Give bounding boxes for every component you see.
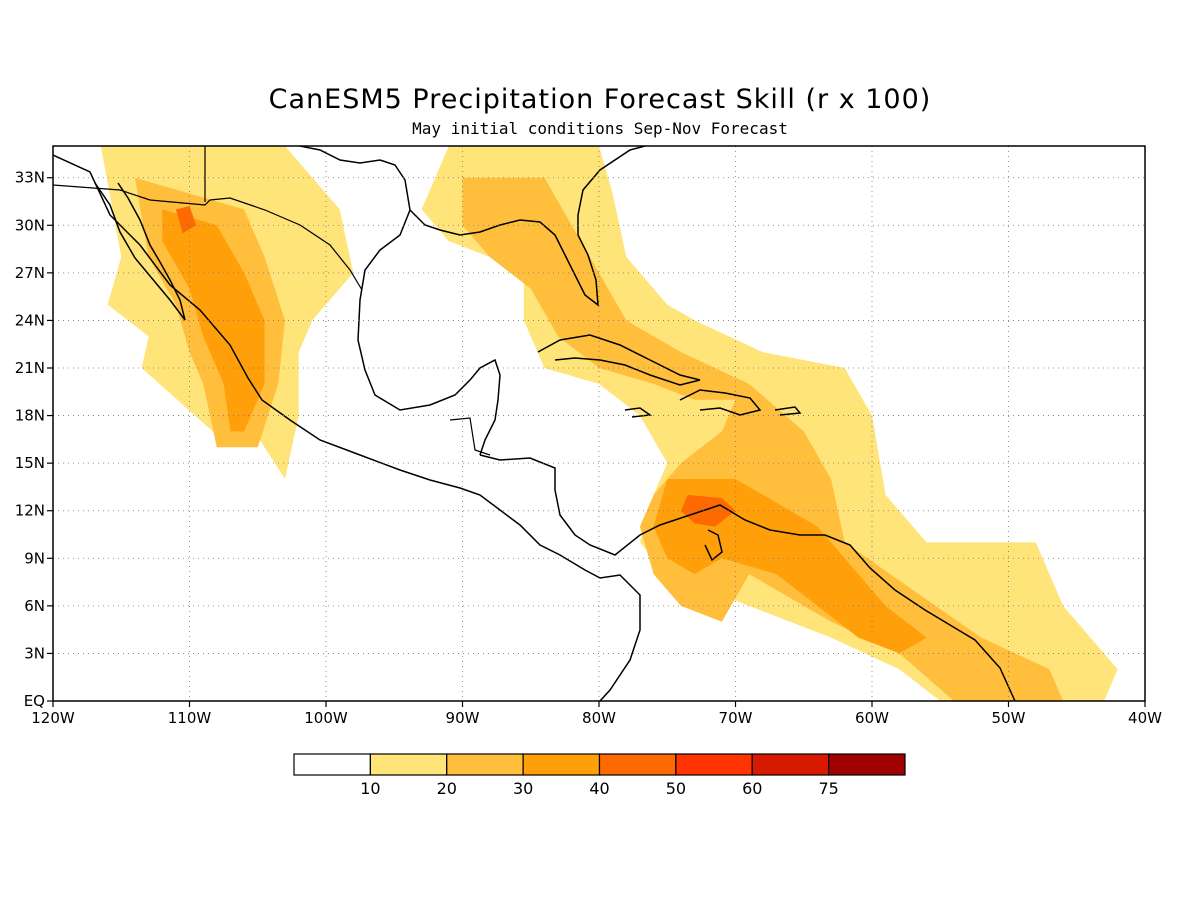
colorbar-label: 10 xyxy=(360,779,380,798)
us-mexico-border xyxy=(53,184,363,291)
lon-tick-label: 100W xyxy=(304,709,348,727)
lon-axis: 120W 110W 100W 90W 80W 70W 60W 50W 40W xyxy=(31,701,1162,727)
lat-tick-label: 18N xyxy=(15,407,45,425)
colorbar: 10 20 30 40 50 60 75 xyxy=(293,753,906,798)
lon-tick-label: 110W xyxy=(168,709,212,727)
lat-tick-label: 9N xyxy=(24,549,45,567)
lon-tick-label: 120W xyxy=(31,709,75,727)
colorbar-label: 60 xyxy=(742,779,762,798)
caribbean-coastline xyxy=(479,454,1016,701)
lon-tick-label: 90W xyxy=(446,709,480,727)
colorbar-label: 75 xyxy=(818,779,838,798)
lat-axis: EQ 3N 6N 9N 12N 15N 18N 21N 24N 27N 30N 33N xyxy=(15,169,53,710)
colorbar-swatch xyxy=(751,753,830,776)
colorbar-swatch xyxy=(675,753,753,776)
colorbar-swatch xyxy=(293,753,371,776)
cuba-coastline xyxy=(537,334,701,386)
central-america-borders xyxy=(449,417,491,456)
lat-tick-label: EQ xyxy=(24,692,45,710)
skill-region-6 xyxy=(653,479,927,654)
lon-tick-label: 70W xyxy=(719,709,753,727)
lat-tick-label: 15N xyxy=(15,454,45,472)
lon-tick-label: 50W xyxy=(992,709,1026,727)
lat-tick-label: 27N xyxy=(15,264,45,282)
gulf-coastline xyxy=(299,146,501,456)
lat-tick-label: 30N xyxy=(15,216,45,234)
skill-shading xyxy=(100,146,1118,701)
lat-tick-label: 33N xyxy=(15,169,45,187)
baja-coastline xyxy=(94,182,186,321)
colorbar-label: 40 xyxy=(589,779,609,798)
northern-gulf-coastline xyxy=(409,146,646,307)
colorbar-label: 30 xyxy=(513,779,533,798)
jamaica-coastline xyxy=(624,407,653,418)
colorbar-label: 50 xyxy=(666,779,686,798)
maracaibo-coastline xyxy=(704,529,723,562)
lat-tick-label: 24N xyxy=(15,311,45,329)
colorbar-swatch xyxy=(522,753,601,776)
political-borders xyxy=(53,146,491,456)
pacific-coastline xyxy=(53,154,641,701)
colorbar-swatch xyxy=(598,753,677,776)
map-title: CanESM5 Precipitation Forecast Skill (r … xyxy=(268,84,932,115)
lat-tick-label: 12N xyxy=(15,502,45,520)
colorbar-swatch xyxy=(369,753,448,776)
colorbar-label: 20 xyxy=(437,779,457,798)
lon-tick-label: 80W xyxy=(582,709,616,727)
colorbar-swatch xyxy=(446,753,524,776)
skill-region-3 xyxy=(175,206,197,234)
lon-tick-label: 40W xyxy=(1128,709,1162,727)
lat-tick-label: 3N xyxy=(24,644,45,662)
lat-tick-label: 21N xyxy=(15,359,45,377)
hispaniola-coastline xyxy=(679,389,762,416)
map-subtitle: May initial conditions Sep-Nov Forecast xyxy=(412,119,788,138)
colorbar-swatch xyxy=(828,753,906,776)
lat-tick-label: 6N xyxy=(24,597,45,615)
puerto-rico-coastline xyxy=(774,406,802,416)
lon-tick-label: 60W xyxy=(855,709,889,727)
lat-lon-grid xyxy=(53,146,1145,701)
skill-region-5 xyxy=(462,177,1064,701)
coastlines xyxy=(53,146,1016,701)
